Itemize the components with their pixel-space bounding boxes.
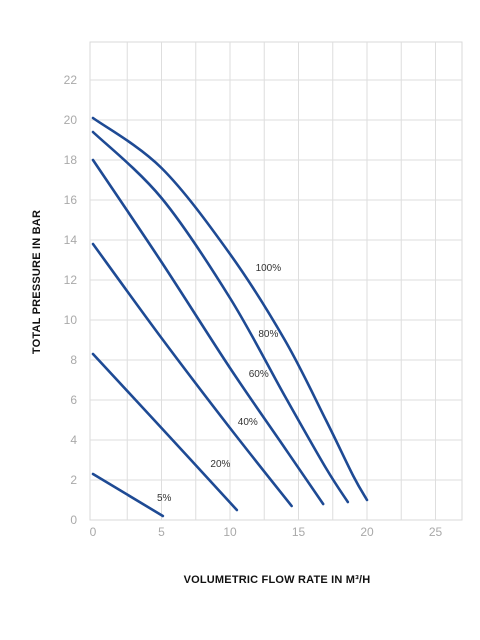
series-labels: 5% 20% 40% 60% 80% 100% (157, 263, 281, 504)
series-label-20pct: 20% (210, 459, 230, 470)
y-tick-label: 4 (70, 433, 77, 447)
grid-lines (90, 42, 462, 520)
x-tick-label: 20 (360, 525, 374, 539)
x-tick-label: 15 (292, 525, 306, 539)
series-line-5pct (91, 472, 165, 518)
y-tick-label: 14 (64, 233, 78, 247)
y-tick-label: 6 (70, 393, 77, 407)
series-line-20pct (91, 352, 239, 512)
series-label-40pct: 40% (238, 417, 258, 428)
x-tick-label: 5 (158, 525, 165, 539)
y-tick-label: 22 (64, 73, 78, 87)
y-axis-ticks: 0 2 4 6 8 10 12 14 16 18 20 22 (64, 73, 78, 527)
series-line-100pct (91, 116, 369, 502)
series-label-60pct: 60% (249, 369, 269, 380)
x-tick-label: 25 (429, 525, 443, 539)
series-line-80pct (91, 130, 350, 504)
series-line-40pct (91, 242, 293, 508)
y-tick-label: 10 (64, 313, 78, 327)
y-tick-label: 12 (64, 273, 78, 287)
series-lines (91, 116, 369, 518)
y-tick-label: 18 (64, 153, 78, 167)
y-tick-label: 20 (64, 113, 78, 127)
plot-area (89, 41, 463, 521)
y-tick-label: 2 (70, 473, 77, 487)
x-tick-label: 10 (223, 525, 237, 539)
y-tick-label: 16 (64, 193, 78, 207)
y-tick-label: 0 (70, 513, 77, 527)
series-label-80pct: 80% (258, 329, 278, 340)
series-label-5pct: 5% (157, 493, 172, 504)
series-label-100pct: 100% (256, 263, 282, 274)
x-tick-label: 0 (90, 525, 97, 539)
y-tick-label: 8 (70, 353, 77, 367)
x-axis-ticks: 0 5 10 15 20 25 (90, 525, 443, 539)
y-axis-title: TOTAL PRESSURE IN BAR (31, 210, 43, 354)
x-axis-title: VOLUMETRIC FLOW RATE IN M³/H (184, 574, 371, 586)
series-line-60pct (91, 158, 325, 506)
